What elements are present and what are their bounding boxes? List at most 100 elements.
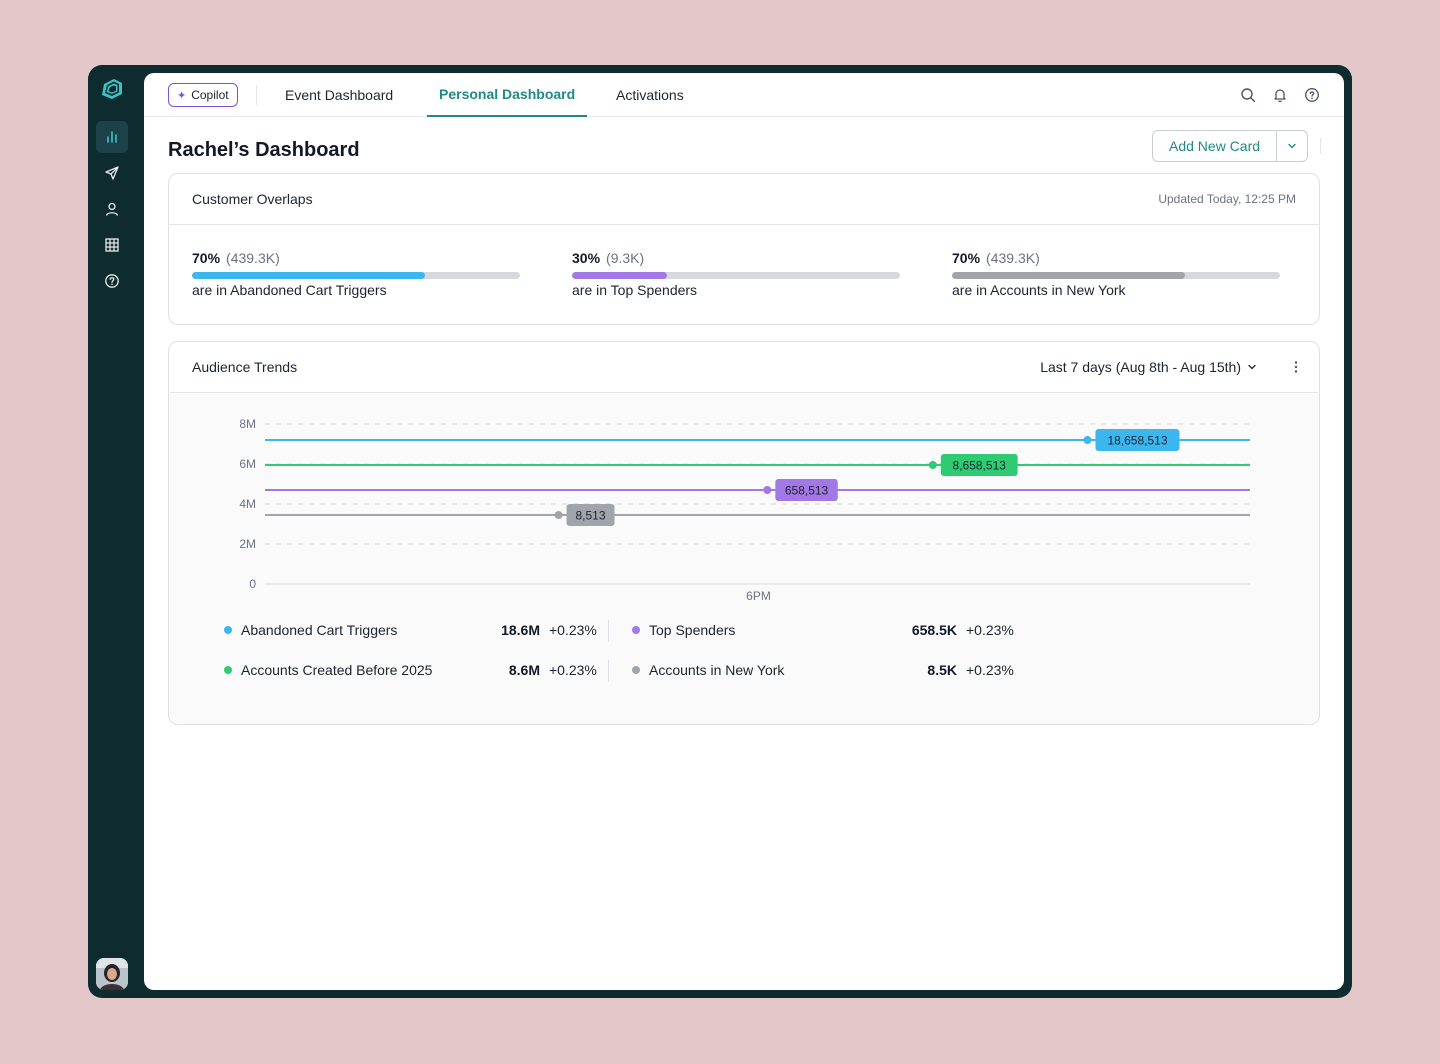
legend-dot-icon bbox=[224, 666, 232, 674]
customer-overlaps-card: Customer Overlaps Updated Today, 12:25 P… bbox=[168, 173, 1320, 325]
overlap-label: are in Abandoned Cart Triggers bbox=[192, 282, 387, 298]
legend-total: 8.6M bbox=[508, 662, 540, 678]
app-frame: ✦ Copilot Event Dashboard Personal Dashb… bbox=[88, 65, 1352, 998]
y-tick-label: 2M bbox=[239, 537, 256, 551]
add-card-dropdown-button[interactable] bbox=[1277, 131, 1307, 161]
legend-change: +0.23% bbox=[966, 662, 1014, 678]
rail-analytics-button[interactable] bbox=[96, 121, 128, 153]
audience-trends-chart: 0 2M 4M 6M 8M 6PM 18,658,513 8,658,513 658,513 8,… bbox=[239, 417, 1250, 603]
series-point bbox=[763, 486, 772, 494]
chart-area: 0 2M 4M 6M 8M 6PM 18,658,513 8,658,513 658,513 8,… bbox=[169, 394, 1319, 724]
overlap-count: (9.3K) bbox=[606, 250, 645, 266]
rail-send-button[interactable] bbox=[96, 157, 128, 189]
legend-divider bbox=[608, 660, 609, 682]
rail-audience-button[interactable] bbox=[96, 193, 128, 225]
search-icon[interactable] bbox=[1240, 87, 1256, 103]
nav-divider bbox=[256, 85, 257, 105]
legend-change: +0.23% bbox=[549, 662, 597, 678]
overlap-figure: 30% (9.3K) bbox=[572, 250, 900, 266]
card-header: Customer Overlaps Updated Today, 12:25 P… bbox=[169, 174, 1319, 225]
tab-event-dashboard[interactable]: Event Dashboard bbox=[285, 87, 394, 103]
overlap-progress-fill bbox=[192, 272, 425, 279]
date-range-label: Last 7 days (Aug 8th - Aug 15th) bbox=[1040, 359, 1241, 375]
card-header: Audience Trends Last 7 days (Aug 8th - A… bbox=[169, 342, 1319, 393]
date-range-select[interactable]: Last 7 days (Aug 8th - Aug 15th) bbox=[1040, 359, 1257, 375]
top-navigation: ✦ Copilot Event Dashboard Personal Dashb… bbox=[144, 73, 1344, 117]
overlap-figure: 70% (439.3K) bbox=[952, 250, 1280, 266]
send-icon bbox=[105, 166, 119, 180]
series-point bbox=[1083, 436, 1092, 444]
bar-chart-icon bbox=[107, 131, 117, 143]
user-icon bbox=[105, 202, 119, 216]
y-tick-label: 0 bbox=[249, 577, 256, 591]
data-label-badge bbox=[566, 504, 615, 526]
avatar-photo-icon bbox=[96, 958, 128, 990]
audience-trends-card: Audience Trends Last 7 days (Aug 8th - A… bbox=[168, 341, 1320, 725]
more-options-icon[interactable] bbox=[1291, 359, 1301, 375]
legend-dot-icon bbox=[632, 626, 640, 634]
tab-activations[interactable]: Activations bbox=[616, 87, 684, 103]
card-title: Audience Trends bbox=[192, 359, 298, 375]
legend-label: Accounts in New York bbox=[649, 662, 785, 678]
header-divider bbox=[1320, 138, 1321, 154]
bell-icon[interactable] bbox=[1272, 87, 1288, 103]
legend-label: Top Spenders bbox=[649, 622, 736, 638]
data-label: 8,658,513 bbox=[953, 459, 1007, 473]
series-point bbox=[554, 511, 563, 519]
x-tick-label: 6PM bbox=[746, 589, 771, 603]
overlap-count: (439.3K) bbox=[986, 250, 1040, 266]
legend-dot-icon bbox=[632, 666, 640, 674]
overlap-percent: 70% bbox=[192, 250, 221, 266]
chevron-down-icon bbox=[1248, 364, 1256, 370]
legend-item[interactable]: Accounts Created Before 2025 bbox=[224, 662, 432, 678]
legend-item[interactable]: Abandoned Cart Triggers bbox=[224, 622, 397, 638]
add-new-card-button[interactable]: Add New Card bbox=[1153, 131, 1278, 161]
overlap-stat: 70% (439.3K) are in Abandoned Cart Trigger… bbox=[192, 250, 520, 298]
user-avatar[interactable] bbox=[96, 958, 128, 990]
overlap-figure: 70% (439.3K) bbox=[192, 250, 520, 266]
overlap-progress-fill bbox=[572, 272, 668, 279]
overlap-stat: 70% (439.3K) are in Accounts in New York bbox=[952, 250, 1280, 298]
brand-logo-icon[interactable] bbox=[98, 75, 126, 103]
legend-label: Abandoned Cart Triggers bbox=[241, 622, 398, 638]
legend-total: 658.5K bbox=[911, 622, 957, 638]
data-label: 8,513 bbox=[576, 509, 606, 523]
y-tick-label: 6M bbox=[239, 457, 256, 471]
legend-dot-icon bbox=[224, 626, 232, 634]
rail-table-button[interactable] bbox=[96, 229, 128, 261]
tab-personal-dashboard[interactable]: Personal Dashboard bbox=[427, 73, 588, 117]
y-tick-label: 8M bbox=[239, 417, 256, 431]
overlap-progress-bar bbox=[952, 272, 1280, 279]
rail-help-button[interactable] bbox=[96, 265, 128, 297]
overlap-count: (439.3K) bbox=[226, 250, 280, 266]
overlap-progress-bar bbox=[572, 272, 900, 279]
chevron-down-icon bbox=[1288, 143, 1296, 149]
data-label-badge bbox=[775, 479, 838, 501]
legend-item[interactable]: Accounts in New York bbox=[632, 662, 784, 678]
data-label: 18,658,513 bbox=[1107, 434, 1167, 448]
overlap-percent: 70% bbox=[952, 250, 981, 266]
overlap-label: are in Top Spenders bbox=[572, 282, 698, 298]
y-tick-label: 4M bbox=[239, 497, 256, 511]
sparkle-icon: ✦ bbox=[177, 89, 187, 102]
legend-change: +0.23% bbox=[549, 622, 597, 638]
overlap-progress-bar bbox=[192, 272, 520, 279]
table-grid-icon bbox=[105, 238, 119, 252]
data-label-badge bbox=[940, 454, 1018, 476]
overlap-progress-fill bbox=[952, 272, 1185, 279]
legend-divider bbox=[608, 620, 609, 642]
page-title: Rachel’s Dashboard bbox=[168, 139, 360, 161]
help-icon[interactable] bbox=[1304, 87, 1320, 103]
legend-item[interactable]: Top Spenders bbox=[632, 622, 735, 638]
overlap-percent: 30% bbox=[572, 250, 601, 266]
help-circle-icon bbox=[105, 274, 119, 288]
legend-total: 18.6M bbox=[501, 622, 540, 638]
copilot-label: Copilot bbox=[191, 88, 229, 102]
copilot-button[interactable]: ✦ Copilot bbox=[168, 83, 238, 107]
updated-timestamp: Updated Today, 12:25 PM bbox=[1158, 192, 1296, 206]
card-title: Customer Overlaps bbox=[192, 191, 313, 207]
legend-change: +0.23% bbox=[966, 622, 1014, 638]
overlap-label: are in Accounts in New York bbox=[952, 282, 1126, 298]
data-label: 658,513 bbox=[785, 484, 829, 498]
data-label-badge bbox=[1095, 429, 1180, 451]
